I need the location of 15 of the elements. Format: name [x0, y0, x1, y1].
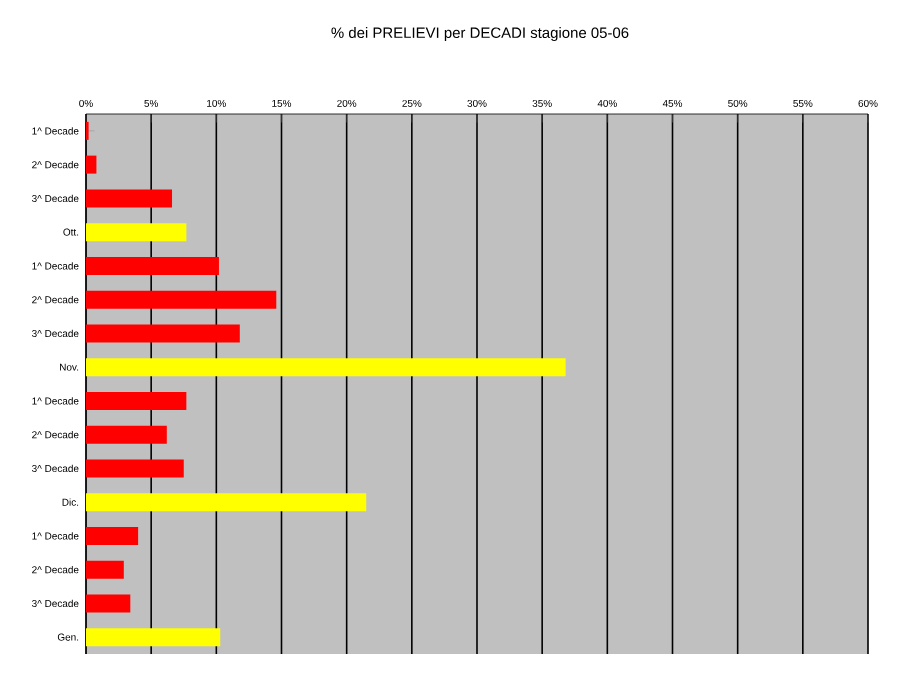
bar	[86, 425, 167, 444]
bar	[86, 391, 187, 410]
bar	[86, 256, 219, 275]
bar	[86, 628, 221, 647]
bar	[86, 290, 277, 309]
bar	[86, 560, 124, 579]
bar	[86, 493, 367, 512]
bar	[86, 223, 187, 242]
bar	[86, 358, 566, 377]
bar	[86, 324, 240, 343]
bar	[86, 189, 173, 208]
bar	[86, 594, 131, 613]
bar	[86, 155, 97, 174]
bar	[86, 526, 139, 545]
bar	[86, 459, 184, 478]
